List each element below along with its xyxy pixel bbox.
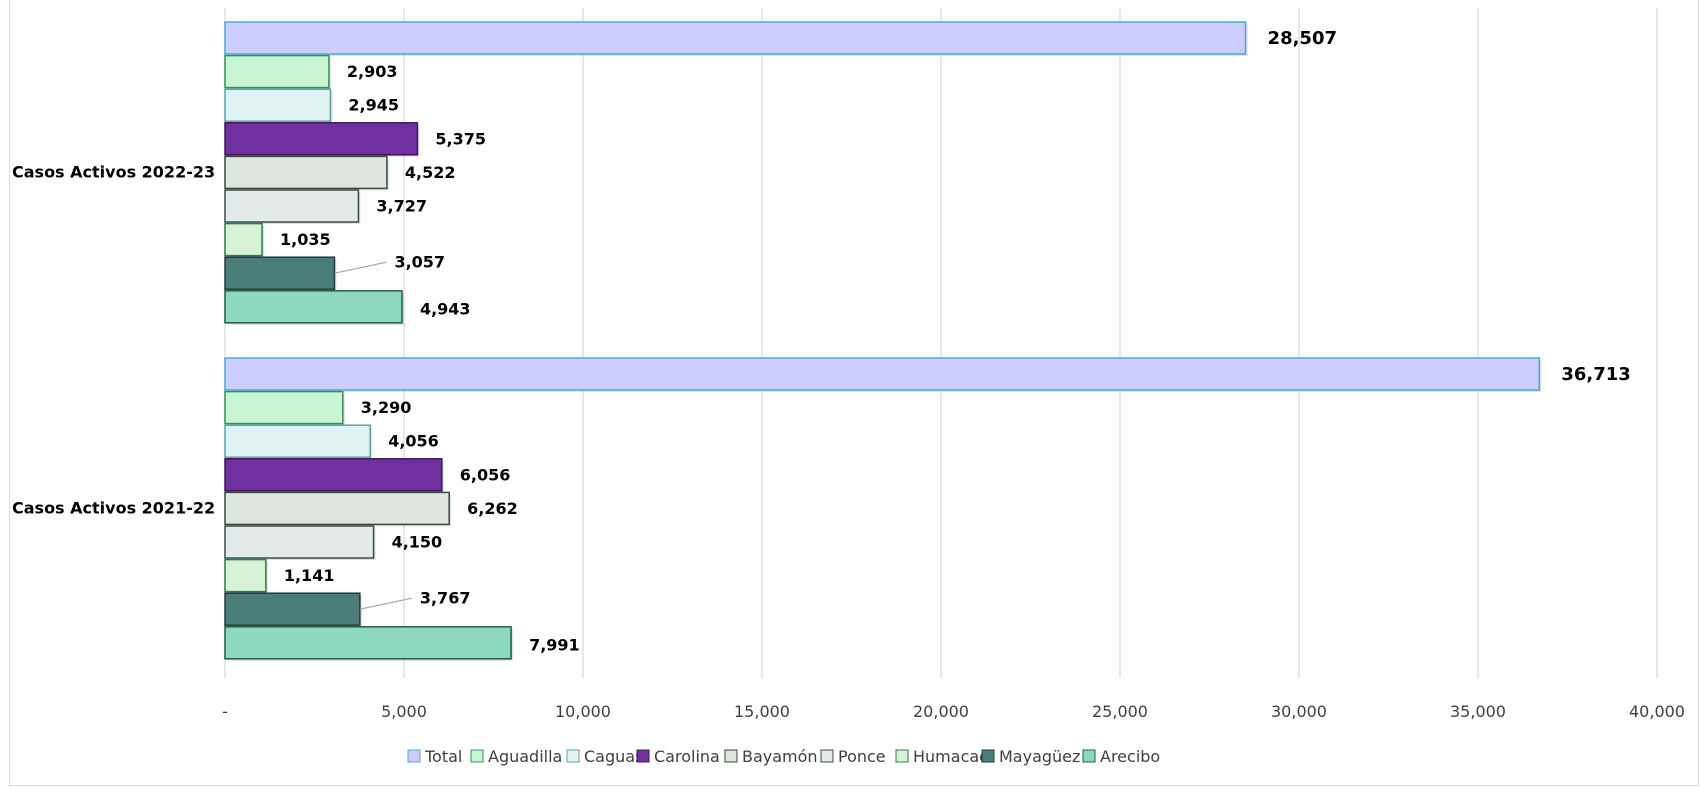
y-axis-categories: Casos Activos 2022-23 Casos Activos 2021-… [12,163,215,518]
bar-caguas [224,424,371,458]
bar-carolina [224,122,419,156]
data-labels: 28,507 2,903 2,945 5,375 4,522 3,727 1,035 3,05… [280,28,1631,654]
legend-item: Mayagüez [981,747,1080,766]
legend-label: Total [424,747,462,766]
legend-label: Ponce [838,747,886,766]
legend-item: Caguas [566,747,643,766]
data-label: 3,727 [376,197,427,216]
x-tick-label: 20,000 [913,702,969,721]
legend-swatch [895,749,909,763]
bars [224,21,1542,661]
legend-swatch [724,749,738,763]
x-tick-label: 30,000 [1271,702,1327,721]
category-label: Casos Activos 2022-23 [12,163,215,182]
legend: Total Aguadilla Caguas Carolina Bayamón Ponce… [407,747,1160,766]
data-label: 2,945 [348,96,399,115]
legend-swatch [470,749,484,763]
leader-line [359,597,412,610]
data-label: 3,767 [420,589,471,608]
data-label: 4,522 [405,163,456,182]
bar-arecibo [224,626,512,660]
gridlines [224,8,1658,678]
legend-item: Carolina [636,747,720,766]
legend-label: Carolina [654,747,720,766]
legend-item: Arecibo [1082,747,1160,766]
legend-swatch [820,749,834,763]
data-label: 1,035 [280,230,331,249]
x-tick-label: 15,000 [734,702,790,721]
legend-swatch [636,749,650,763]
bar-arecibo [224,290,403,324]
legend-swatch [981,749,995,763]
leader-line [334,261,387,274]
bar-carolina [224,458,443,492]
chart-frame [9,0,1699,786]
bar-ponce [224,189,360,223]
data-label: 2,903 [347,62,398,81]
legend-item: Total [407,747,462,766]
bar-total [224,357,1541,391]
category-label: Casos Activos 2021-22 [12,499,215,518]
x-tick-label: 40,000 [1629,702,1685,721]
legend-item: Ponce [820,747,886,766]
bar-caguas [224,88,332,122]
data-label: 7,991 [529,635,580,654]
data-label: 4,150 [392,533,443,552]
legend-swatch [566,749,580,763]
x-tick-label: 10,000 [555,702,611,721]
data-label: 3,057 [394,253,445,272]
bar-total [224,21,1247,55]
bar-ponce [224,525,375,559]
x-tick-label: 35,000 [1450,702,1506,721]
x-tick-label: 5,000 [381,702,427,721]
data-label: 4,056 [388,432,439,451]
bar-aguadilla [224,54,330,89]
bar-humacao [224,222,263,257]
legend-label: Arecibo [1100,747,1160,766]
data-label: 6,262 [467,499,518,518]
x-tick-label: 25,000 [1092,702,1148,721]
bar-aguadilla [224,390,344,425]
bar-humacao [224,558,267,593]
legend-item: Bayamón [724,747,818,766]
x-tick-label: - [222,702,228,721]
x-axis: - 5,000 10,000 15,000 20,000 25,000 30,000 35,0… [222,702,1685,721]
data-label: 4,943 [420,299,471,318]
bar-bayamon [224,155,388,190]
bar-bayamon [224,491,450,526]
legend-swatch [407,749,421,763]
legend-item: Humacao [895,747,989,766]
data-label: 1,141 [284,566,335,585]
legend-label: Bayamón [742,747,818,766]
legend-label: Mayagüez [999,747,1080,766]
data-label: 28,507 [1268,28,1337,49]
bar-mayaguez [224,256,336,290]
legend-item: Aguadilla [470,747,562,766]
legend-swatch [1082,749,1096,763]
data-label: 3,290 [361,398,412,417]
legend-label: Caguas [584,747,643,766]
data-label: 36,713 [1561,364,1630,385]
legend-label: Aguadilla [488,747,562,766]
data-label: 6,056 [460,465,511,484]
legend-label: Humacao [913,747,989,766]
data-label: 5,375 [435,129,486,148]
bar-mayaguez [224,592,361,626]
